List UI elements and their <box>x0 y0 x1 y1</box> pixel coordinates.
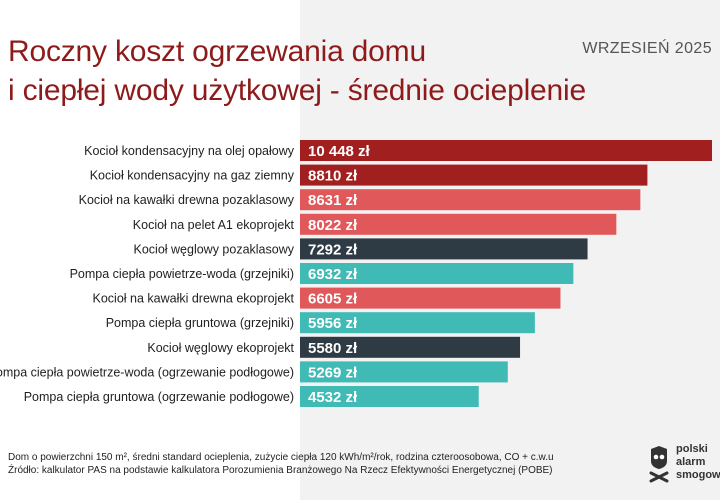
category-label: Pompa ciepła powietrze-woda (grzejniki) <box>70 267 294 281</box>
value-label: 6932 zł <box>308 266 358 283</box>
bar-4 <box>300 213 617 235</box>
value-label: 4532 zł <box>308 389 358 406</box>
value-label: 8810 zł <box>308 168 358 185</box>
logo-line-1: polski <box>676 443 708 455</box>
bar-10 <box>300 361 508 383</box>
category-label: Pompa ciepła powietrze-woda (ogrzewanie … <box>0 365 294 379</box>
bar-8 <box>300 312 535 334</box>
category-label: Kocioł węglowy ekoprojekt <box>147 341 294 355</box>
bar-6 <box>300 263 574 284</box>
bar-chart: Kocioł kondensacyjny na olej opałowy 10 4… <box>0 140 712 407</box>
category-label: Kocioł na pelet A1 ekoprojekt <box>133 218 295 232</box>
value-label: 5269 zł <box>308 364 358 381</box>
title-line-2: i ciepłej wody użytkowej - średnie ociep… <box>8 74 586 107</box>
category-label: Kocioł kondensacyjny na gaz ziemny <box>90 169 295 183</box>
category-label: Kocioł na kawałki drewna pozaklasowy <box>79 193 295 207</box>
value-label: 8022 zł <box>308 217 358 234</box>
bar-1 <box>300 140 712 161</box>
bar-11 <box>300 386 479 407</box>
bars-group: Kocioł kondensacyjny na olej opałowy 10 4… <box>0 140 712 407</box>
bar-9 <box>300 336 521 358</box>
category-label: Kocioł na kawałki drewna ekoprojekt <box>93 292 295 306</box>
bar-3 <box>300 189 641 211</box>
footnote-source: Źródło: kalkulator PAS na podstawie kalk… <box>8 465 553 476</box>
date-label: WRZESIEŃ 2025 <box>582 40 712 57</box>
chart-title: Roczny koszt ogrzewania domu i ciepłej w… <box>8 32 586 110</box>
bar-7 <box>300 287 561 309</box>
category-label: Kocioł węglowy pozaklasowy <box>134 242 295 256</box>
title-line-1: Roczny koszt ogrzewania domu <box>8 35 426 68</box>
smog-alarm-mask-icon <box>649 446 669 483</box>
value-label: 7292 zł <box>308 241 358 258</box>
bar-5 <box>300 238 588 260</box>
category-label: Kocioł kondensacyjny na olej opałowy <box>84 144 295 158</box>
value-label: 6605 zł <box>308 291 358 308</box>
value-label: 8631 zł <box>308 192 358 209</box>
logo-text: polski alarm smogowy <box>676 443 720 482</box>
category-label: Pompa ciepła gruntowa (ogrzewanie podłog… <box>24 390 294 404</box>
value-label: 5580 zł <box>308 340 358 357</box>
logo-polski-alarm-smogowy: polski alarm smogowy <box>648 443 720 487</box>
value-label: 10 448 zł <box>308 143 371 160</box>
category-label: Pompa ciepła gruntowa (grzejniki) <box>106 316 294 330</box>
footnote-line-1: Dom o powierzchni 150 m², średni standar… <box>8 452 554 463</box>
bar-2 <box>300 164 648 186</box>
value-label: 5956 zł <box>308 315 358 332</box>
logo-line-2: alarm <box>676 456 706 468</box>
footnote: Dom o powierzchni 150 m², średni standar… <box>8 451 628 477</box>
logo-line-3: smogowy <box>676 469 720 481</box>
